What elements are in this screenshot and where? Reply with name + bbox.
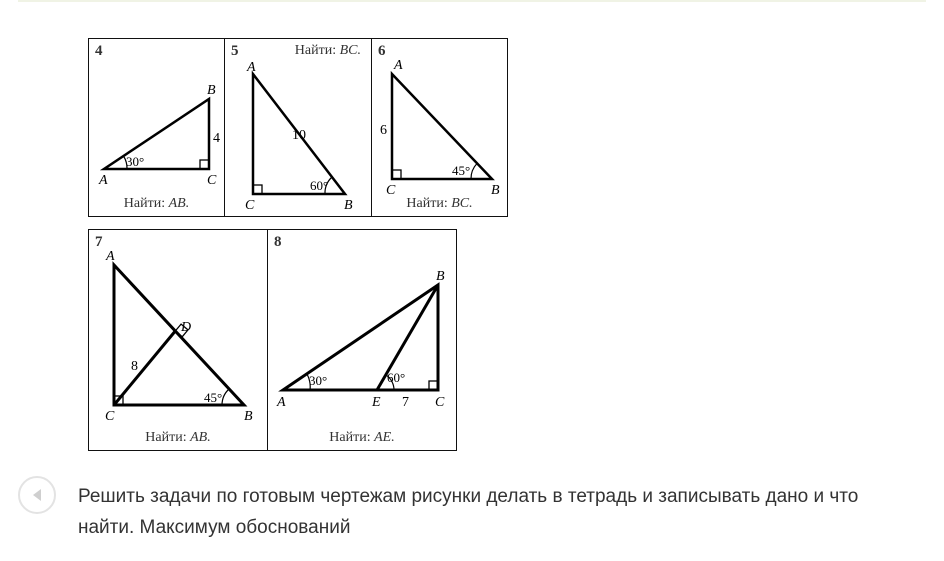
vertex-B: B — [436, 269, 445, 284]
angle-label-1: 30° — [309, 373, 327, 388]
angle-label: 60° — [310, 178, 328, 193]
problem-cell-7: 7 45° — [88, 229, 268, 451]
find-caption: Найти: AB. — [89, 430, 267, 446]
vertex-A: A — [98, 173, 108, 188]
find-caption: Найти: AE. — [268, 430, 456, 446]
triangle-diagram-8: 30° 60° A B C E 7 — [268, 230, 458, 452]
side-label: 7 — [402, 395, 409, 410]
triangle-diagram-7: 45° 8 A B C D — [89, 230, 269, 452]
vertex-A: A — [246, 60, 256, 75]
vertex-C: C — [105, 409, 115, 424]
vertex-A: A — [105, 249, 115, 264]
side-label: 4 — [213, 131, 220, 146]
vertex-B: B — [344, 198, 353, 213]
problem-cell-4: 4 30° 4 A B C — [88, 38, 225, 217]
top-accent-line — [18, 0, 926, 2]
worksheet-row-2: 7 45° — [88, 229, 924, 451]
vertex-A: A — [393, 58, 403, 73]
angle-label-2: 60° — [387, 370, 405, 385]
triangle-diagram-6: 45° 6 A B C — [372, 39, 509, 218]
vertex-E: E — [371, 395, 381, 410]
problem-cell-6: 6 45° 6 A B C Найти: — [371, 38, 508, 217]
side-label: 6 — [380, 123, 387, 138]
worksheet-row-1: 4 30° 4 A B C — [88, 38, 924, 217]
triangle-diagram-4: 30° 4 A B C — [89, 39, 226, 218]
angle-label: 45° — [204, 390, 222, 405]
side-label: 10 — [292, 128, 306, 143]
prev-button[interactable] — [18, 476, 56, 514]
angle-label: 30° — [126, 154, 144, 169]
find-caption: Найти: AB. — [89, 196, 224, 212]
problem-cell-8: 8 30° 60° A — [267, 229, 457, 451]
vertex-B: B — [207, 83, 216, 98]
worksheet: 4 30° 4 A B C — [78, 38, 924, 451]
content-area: 4 30° 4 A B C — [78, 38, 924, 561]
vertex-B: B — [244, 409, 253, 424]
angle-label: 45° — [452, 163, 470, 178]
task-description: Решить задачи по готовым чертежам рисунк… — [78, 481, 924, 544]
triangle-left-icon — [31, 488, 43, 502]
triangle-diagram-5: 60° 10 A B C — [225, 39, 373, 218]
side-label: 8 — [131, 359, 138, 374]
problem-cell-5: 5 Найти: BC. 60° 10 A B C — [224, 38, 372, 217]
vertex-A: A — [276, 395, 286, 410]
vertex-C: C — [207, 173, 217, 188]
find-caption: Найти: BC. — [372, 196, 507, 212]
vertex-C: C — [245, 198, 255, 213]
vertex-D: D — [180, 320, 191, 335]
vertex-C: C — [435, 395, 445, 410]
